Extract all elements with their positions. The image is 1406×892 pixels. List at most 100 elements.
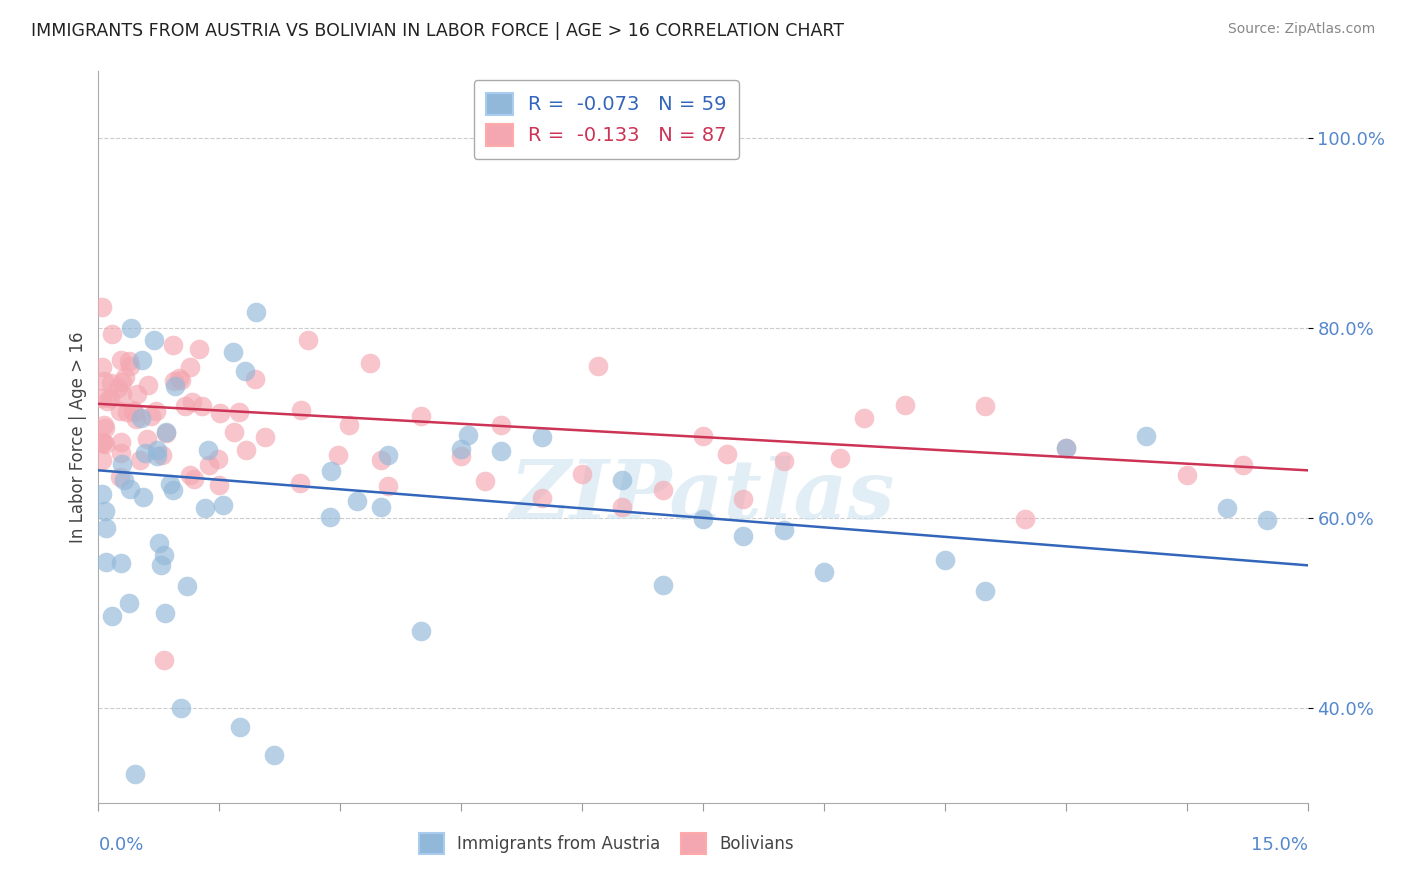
Text: 0.0%: 0.0%: [98, 836, 143, 854]
Point: [328, 449, 350, 463]
Point: [111, 376, 134, 390]
Point: [93, 437, 115, 451]
Point: [893, 398, 915, 412]
Point: [187, 342, 209, 356]
Text: IMMIGRANTS FROM AUSTRIA VS BOLIVIAN IN LABOR FORCE | AGE > 16 CORRELATION CHART: IMMIGRANTS FROM AUSTRIA VS BOLIVIAN IN L…: [31, 22, 844, 40]
Point: [111, 387, 134, 401]
Point: [370, 500, 392, 515]
Point: [94, 521, 117, 535]
Point: [179, 467, 201, 482]
Point: [828, 451, 851, 466]
Text: Source: ZipAtlas.com: Source: ZipAtlas.com: [1227, 22, 1375, 37]
Point: [190, 399, 212, 413]
Point: [152, 448, 174, 462]
Point: [180, 395, 202, 409]
Point: [155, 425, 177, 440]
Point: [93, 374, 115, 388]
Point: [91, 435, 114, 450]
Point: [114, 369, 136, 384]
Point: [121, 402, 143, 417]
Point: [1256, 513, 1278, 527]
Point: [162, 483, 184, 497]
Point: [530, 430, 553, 444]
Point: [651, 483, 673, 498]
Point: [228, 405, 250, 419]
Point: [145, 449, 167, 463]
Point: [1014, 512, 1036, 526]
Point: [409, 409, 432, 423]
Point: [813, 565, 835, 579]
Point: [91, 435, 114, 450]
Point: [359, 356, 381, 370]
Point: [91, 359, 114, 374]
Point: [148, 535, 170, 549]
Point: [170, 373, 193, 387]
Point: [110, 353, 132, 368]
Point: [93, 417, 115, 432]
Point: [112, 473, 135, 487]
Point: [115, 405, 138, 419]
Point: [586, 359, 609, 373]
Point: [491, 443, 513, 458]
Point: [110, 434, 132, 449]
Point: [290, 403, 312, 417]
Legend: Immigrants from Austria, Bolivians: Immigrants from Austria, Bolivians: [412, 827, 800, 860]
Point: [100, 326, 122, 341]
Point: [235, 443, 257, 458]
Point: [370, 452, 392, 467]
Point: [229, 720, 252, 734]
Point: [169, 701, 191, 715]
Point: [297, 333, 319, 347]
Point: [122, 405, 145, 419]
Point: [91, 391, 114, 405]
Point: [124, 767, 146, 781]
Point: [733, 529, 755, 543]
Point: [197, 442, 219, 457]
Y-axis label: In Labor Force | Age > 16: In Labor Force | Age > 16: [69, 331, 87, 543]
Point: [233, 364, 256, 378]
Point: [118, 595, 141, 609]
Point: [91, 453, 114, 467]
Point: [134, 446, 156, 460]
Point: [100, 391, 122, 405]
Point: [94, 504, 117, 518]
Point: [120, 320, 142, 334]
Point: [110, 556, 132, 570]
Point: [136, 432, 159, 446]
Point: [245, 372, 267, 386]
Point: [91, 301, 114, 315]
Point: [263, 748, 285, 763]
Point: [1054, 441, 1077, 455]
Point: [733, 492, 755, 507]
Point: [1054, 441, 1077, 455]
Point: [612, 500, 634, 514]
Text: 15.0%: 15.0%: [1250, 836, 1308, 854]
Point: [222, 425, 245, 439]
Point: [194, 500, 217, 515]
Point: [176, 579, 198, 593]
Point: [165, 378, 187, 392]
Text: ZIPatlas: ZIPatlas: [510, 456, 896, 535]
Point: [339, 418, 361, 433]
Point: [94, 421, 117, 435]
Point: [183, 472, 205, 486]
Point: [254, 429, 277, 443]
Point: [100, 376, 122, 390]
Point: [346, 493, 368, 508]
Point: [96, 394, 118, 409]
Point: [145, 403, 167, 417]
Point: [1135, 429, 1157, 443]
Point: [772, 454, 794, 468]
Point: [173, 400, 195, 414]
Point: [1175, 467, 1198, 482]
Point: [612, 473, 634, 487]
Point: [207, 452, 229, 467]
Point: [288, 475, 311, 490]
Point: [491, 417, 513, 432]
Point: [692, 512, 714, 526]
Point: [125, 411, 148, 425]
Point: [159, 476, 181, 491]
Point: [772, 523, 794, 537]
Point: [101, 609, 124, 624]
Point: [450, 442, 472, 456]
